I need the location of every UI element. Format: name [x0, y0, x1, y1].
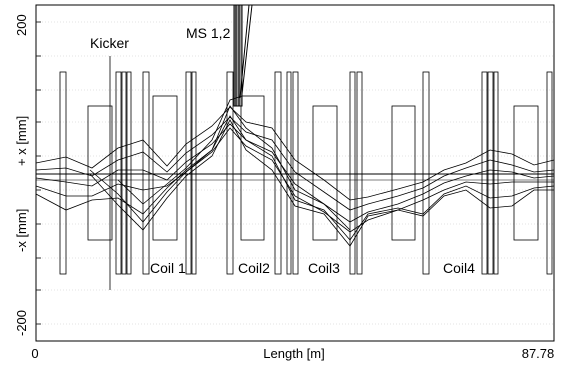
- label-septum: MS 1,2: [186, 25, 231, 41]
- label-kicker: Kicker: [90, 35, 129, 51]
- label-coil1: Coil 1: [150, 260, 186, 276]
- label-coil3: Coil3: [308, 260, 340, 276]
- y-axis-label-negative: -x [mm]: [14, 209, 29, 252]
- y-axis-label-positive: + x [mm]: [14, 116, 29, 166]
- y-tick-bottom: -200: [14, 310, 29, 336]
- x-tick-start: 0: [31, 346, 38, 361]
- y-tick-top: 200: [14, 14, 29, 36]
- label-coil2: Coil2: [238, 260, 270, 276]
- label-coil4: Coil4: [443, 260, 475, 276]
- plot-frame: [35, 4, 555, 342]
- beam-trajectories: [35, 95, 555, 247]
- y-axis-minor-ticks: [36, 21, 41, 325]
- x-tick-end: 87.78: [522, 346, 555, 361]
- x-axis-label: Length [m]: [263, 346, 324, 361]
- septum-element: [233, 4, 253, 107]
